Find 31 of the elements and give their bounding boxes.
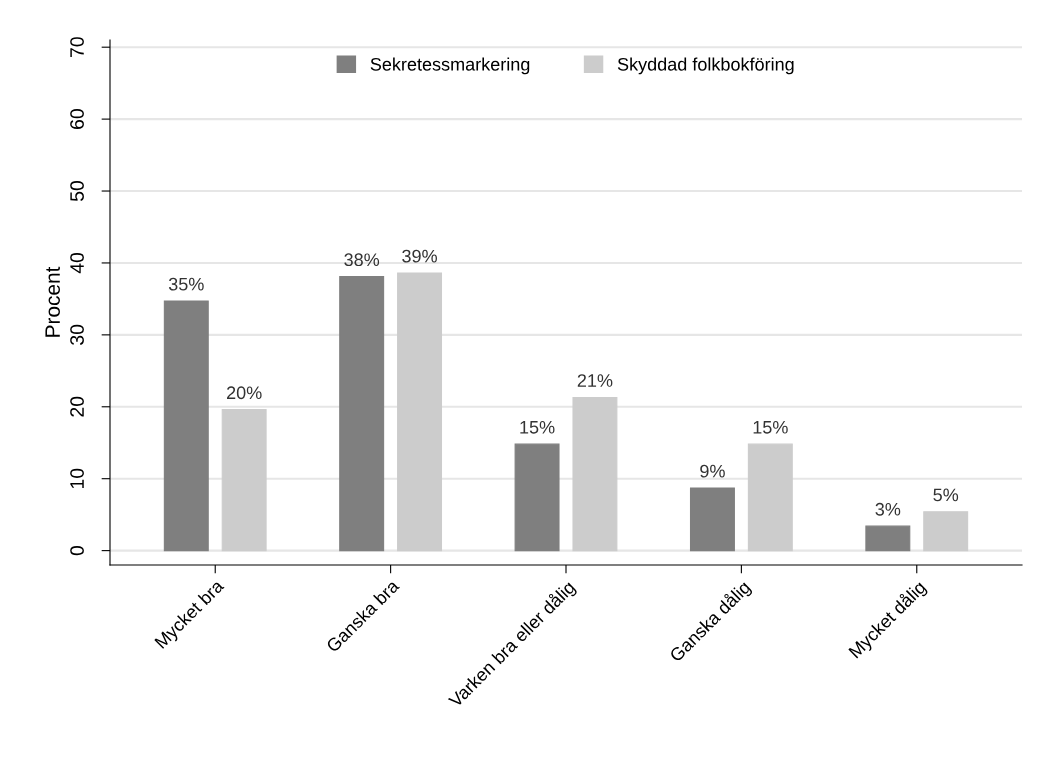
y-tick-label: 10 bbox=[70, 468, 84, 489]
bar bbox=[163, 300, 209, 552]
y-tick-label: 30 bbox=[70, 324, 84, 345]
y-axis-title: Procent bbox=[45, 266, 60, 337]
bar bbox=[923, 511, 969, 552]
bar bbox=[747, 443, 793, 552]
data-label: 5% bbox=[933, 488, 959, 502]
data-label: 21% bbox=[577, 374, 613, 387]
data-label: 9% bbox=[700, 464, 725, 478]
legend-label: Skyddad folkbokföring bbox=[617, 57, 794, 75]
y-tick-label: 70 bbox=[70, 37, 84, 58]
bar bbox=[221, 409, 267, 552]
data-label: 35% bbox=[168, 277, 204, 291]
bar bbox=[865, 525, 911, 552]
data-label: 3% bbox=[875, 502, 901, 516]
data-label: 39% bbox=[402, 249, 437, 263]
y-tick-label: 60 bbox=[70, 109, 84, 129]
bar bbox=[514, 443, 560, 552]
data-label: 38% bbox=[344, 253, 380, 267]
y-tick-label: 50 bbox=[70, 180, 84, 202]
bar bbox=[339, 276, 385, 552]
bar bbox=[397, 272, 443, 552]
y-tick-label: 0 bbox=[70, 545, 84, 556]
bar bbox=[689, 487, 735, 552]
data-label: 15% bbox=[753, 420, 788, 434]
y-tick-label: 20 bbox=[70, 396, 84, 417]
legend-label: Sekretessmarkering bbox=[370, 57, 530, 75]
bar bbox=[572, 396, 618, 552]
y-tick-label: 40 bbox=[70, 252, 84, 274]
data-label: 20% bbox=[227, 386, 262, 400]
data-label: 15% bbox=[520, 420, 555, 434]
